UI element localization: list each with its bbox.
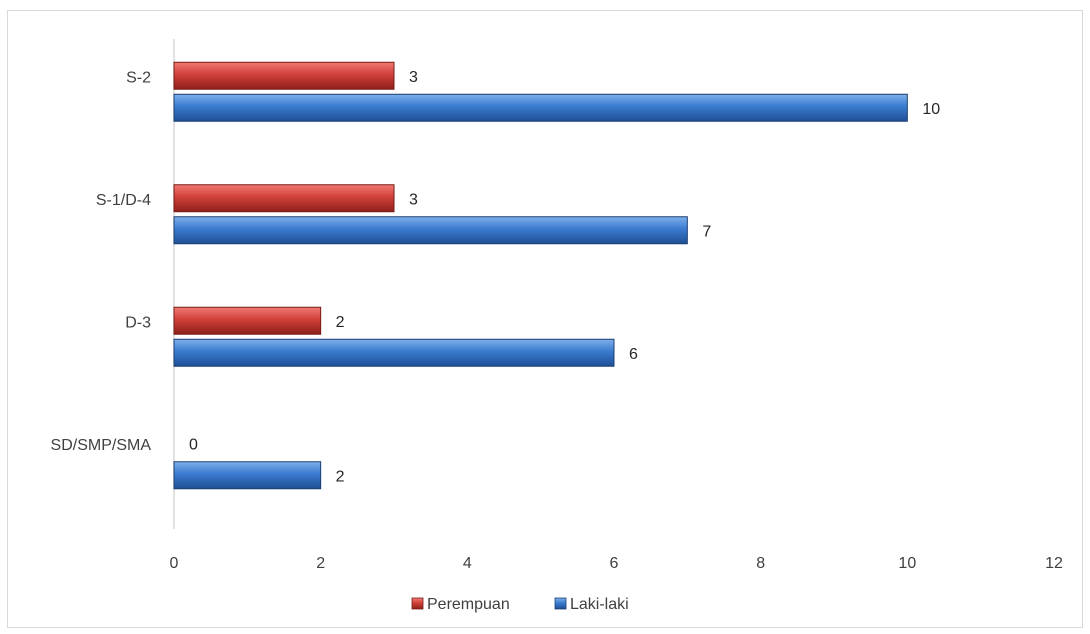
legend-swatch-perempuan bbox=[411, 597, 424, 610]
category-label: S-1/D-4 bbox=[96, 192, 151, 209]
category-label: D-3 bbox=[125, 314, 151, 331]
x-tick-label: 6 bbox=[610, 555, 619, 572]
data-label: 10 bbox=[922, 101, 940, 118]
data-label: 3 bbox=[409, 69, 418, 86]
bar-laki-laki bbox=[173, 93, 908, 122]
bar-laki-laki bbox=[173, 338, 615, 367]
category-label: S-2 bbox=[126, 69, 151, 86]
chart-frame: 0 2 4 6 8 10 12 SD/SMP/SMA 0 2 D-3 2 6 S-1/D-4 3 7 S-2 3 1… bbox=[7, 10, 1083, 628]
category-label: SD/SMP/SMA bbox=[51, 437, 152, 454]
data-label: 2 bbox=[336, 314, 345, 331]
x-tick-label: 8 bbox=[756, 555, 765, 572]
data-label: 2 bbox=[336, 468, 345, 485]
bar-perempuan bbox=[173, 306, 322, 335]
legend-label: Perempuan bbox=[427, 596, 510, 613]
bar-chart: 0 2 4 6 8 10 12 SD/SMP/SMA 0 2 D-3 2 6 S-1/D-4 3 7 S-2 3 1… bbox=[51, 39, 1063, 613]
x-tick-label: 4 bbox=[463, 555, 472, 572]
data-label: 6 bbox=[629, 346, 638, 363]
data-label: 0 bbox=[189, 436, 198, 453]
legend-label: Laki-laki bbox=[570, 596, 629, 613]
bar-laki-laki bbox=[173, 216, 688, 245]
data-label: 7 bbox=[702, 223, 711, 240]
legend-swatch-laki-laki bbox=[554, 597, 567, 610]
bar-perempuan bbox=[173, 61, 395, 90]
data-label: 3 bbox=[409, 191, 418, 208]
x-tick-label: 12 bbox=[1045, 555, 1063, 572]
bar-laki-laki bbox=[173, 461, 322, 490]
bar-perempuan bbox=[173, 184, 395, 213]
x-tick-label: 0 bbox=[170, 555, 179, 572]
x-tick-label: 2 bbox=[316, 555, 325, 572]
x-tick-label: 10 bbox=[898, 555, 916, 572]
